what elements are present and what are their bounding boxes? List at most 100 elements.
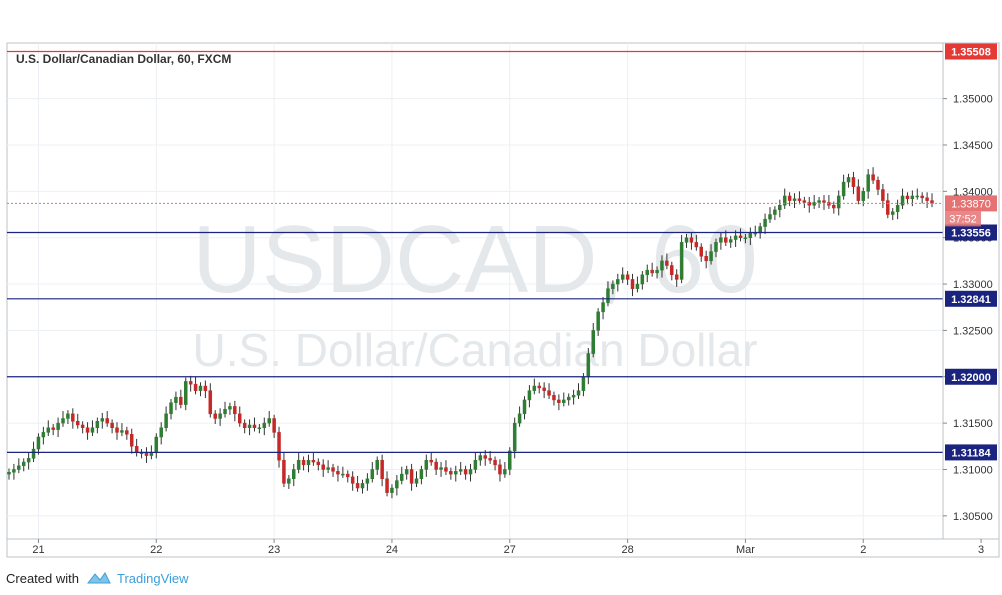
candle-body: [876, 179, 880, 190]
candle-body: [26, 458, 31, 463]
level-badge-label: 1.32000: [951, 372, 991, 384]
candle-body: [188, 381, 193, 385]
candle-body: [797, 198, 802, 201]
candle-body: [17, 465, 21, 470]
candle-body: [326, 467, 330, 470]
x-tick-label: 23: [268, 544, 280, 556]
candle-body: [115, 427, 119, 433]
candle-body: [267, 418, 271, 424]
candle-body: [689, 237, 694, 243]
candle-body: [213, 413, 217, 419]
candle-body: [743, 237, 748, 239]
candle-body: [292, 469, 296, 479]
candle-body: [95, 421, 100, 428]
candle-body: [424, 459, 429, 470]
candle-body: [66, 413, 70, 419]
candles: [7, 167, 934, 499]
candle-body: [449, 471, 453, 475]
candle-body: [606, 288, 610, 303]
candle-body: [316, 461, 321, 466]
candle-body: [434, 461, 438, 470]
candle-body: [346, 473, 350, 478]
candle-body: [925, 197, 929, 201]
time-axis[interactable]: 212223242728Mar236: [6, 538, 1002, 558]
candle-body: [728, 239, 733, 243]
candle-body: [699, 246, 703, 257]
tradingview-link[interactable]: TradingView: [116, 570, 189, 586]
candle-body: [787, 195, 792, 201]
candle-body: [694, 242, 699, 248]
candle-body: [120, 430, 124, 433]
candle-body: [778, 204, 782, 211]
candle-body: [228, 406, 232, 410]
countdown-label: 37:52: [949, 213, 977, 225]
candle-body: [355, 483, 360, 489]
level-badge-label: 1.33556: [951, 227, 991, 239]
watermark: USDCAD, 60 U.S. Dollar/Canadian Dollar: [192, 206, 758, 376]
candle-body: [581, 376, 586, 391]
price-badges: 1.35508 1.33556 1.32841 1.32000 1.31184 1.338…: [945, 43, 997, 461]
candle-body: [46, 427, 51, 433]
level-badge-label: 1.32841: [951, 294, 991, 306]
candle-body: [174, 396, 178, 403]
candle-body: [625, 274, 630, 280]
level-badge-label: 1.31184: [951, 447, 991, 459]
candle-body: [110, 422, 114, 428]
candle-body: [738, 235, 743, 238]
candle-body: [709, 251, 713, 262]
candle-body: [419, 469, 424, 479]
candle-body: [527, 390, 532, 401]
candle-body: [881, 189, 885, 201]
candle-body: [650, 269, 654, 274]
candle-body: [134, 446, 139, 454]
tradingview-logo-icon[interactable]: [86, 571, 111, 585]
candle-body: [905, 195, 910, 200]
candle-body: [125, 430, 129, 435]
countdown-badge: [945, 211, 981, 227]
candle-body: [183, 381, 188, 405]
candle-body: [439, 467, 443, 470]
candle-body: [7, 471, 11, 475]
candle-body: [836, 195, 841, 209]
candle-body: [287, 478, 291, 484]
x-tick-label: 27: [504, 544, 516, 556]
candle-body: [149, 452, 154, 456]
candle-body: [724, 237, 728, 243]
candle-body: [468, 469, 473, 475]
candle-body: [100, 418, 105, 422]
candle-body: [645, 269, 649, 276]
candle-body: [75, 421, 80, 426]
candle-body: [719, 237, 723, 243]
candle-body: [591, 330, 595, 354]
candle-body: [655, 269, 659, 274]
candle-body: [802, 200, 807, 203]
footer: Created with TradingView: [6, 568, 189, 588]
candle-body: [640, 274, 645, 285]
candle-body: [71, 413, 75, 422]
y-tick-label: 1.33000: [953, 279, 993, 291]
candle-body: [238, 413, 242, 424]
candle-body: [773, 209, 777, 215]
candle-body: [748, 232, 753, 238]
candle-body: [414, 478, 419, 484]
candle-body: [223, 408, 227, 415]
candle-body: [851, 177, 856, 187]
horizontal-lines: [7, 50, 943, 454]
candle-body: [753, 232, 758, 235]
candle-body: [85, 427, 90, 433]
candle-body: [257, 427, 262, 429]
candle-body: [915, 195, 920, 198]
level-badge: [945, 444, 997, 461]
candle-body: [169, 402, 173, 415]
candle-body: [895, 204, 900, 212]
candle-body: [547, 390, 551, 396]
candle-body: [503, 469, 507, 475]
candle-body: [164, 413, 168, 428]
candle-body: [822, 200, 826, 203]
candle-body: [586, 353, 591, 378]
created-with-label: Created with: [6, 570, 79, 586]
candle-body: [458, 469, 463, 472]
candle-body: [31, 448, 36, 459]
candle-body: [129, 433, 134, 447]
candle-body: [208, 390, 213, 415]
